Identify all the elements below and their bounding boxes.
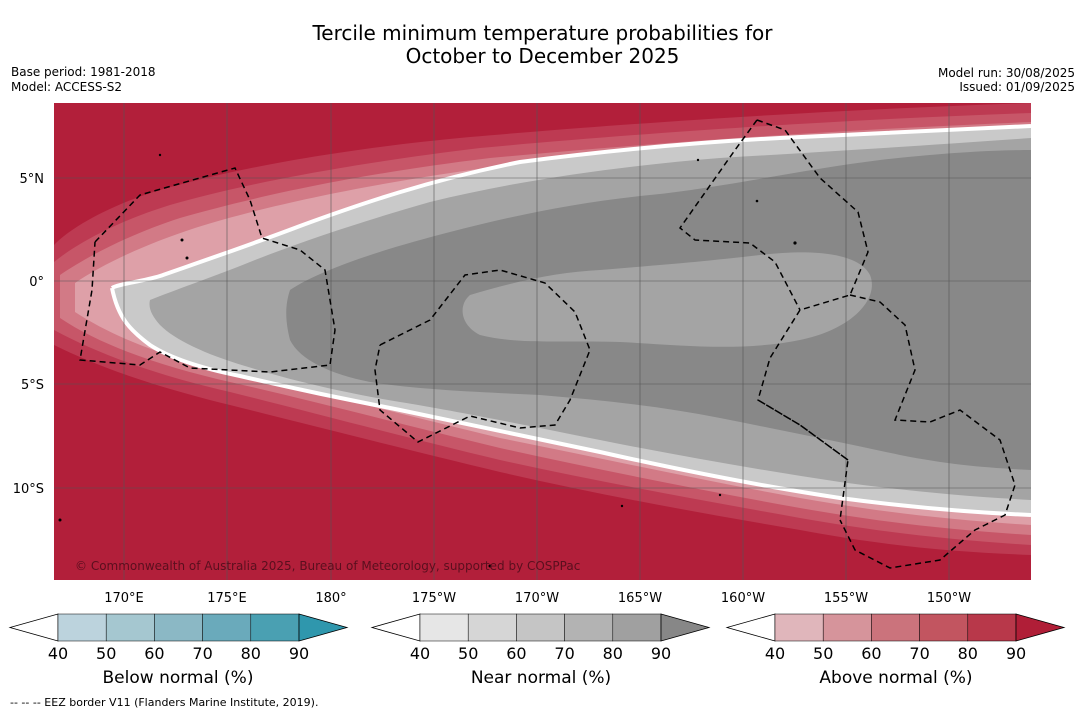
latitude-label: 5°N — [20, 172, 45, 187]
issued-date-text: Issued: 01/09/2025 — [959, 80, 1075, 94]
below-normal-legend-title: Below normal (%) — [102, 668, 254, 688]
colorbar-tick-label: 60 — [861, 644, 881, 663]
colorbar-low-extension — [725, 613, 776, 642]
eez-border-kiribati-phoenix — [374, 269, 591, 443]
eez-border-line-islands-south — [839, 294, 1016, 569]
island-marker — [696, 158, 700, 162]
colorbar-tick-label: 80 — [241, 644, 261, 663]
colorbar-tick-label: 40 — [765, 644, 785, 663]
colorbar-segment — [154, 613, 203, 642]
colorbar-segment — [467, 613, 517, 642]
colorbar-tick-label: 40 — [48, 644, 68, 663]
island-marker — [180, 238, 184, 242]
colorbar-segment — [516, 613, 565, 642]
island-marker — [158, 153, 162, 157]
eez-border-line-islands-north — [678, 119, 869, 521]
colorbar-tick-label: 90 — [289, 644, 309, 663]
colorbar-segment — [202, 613, 252, 642]
island-marker — [58, 518, 62, 522]
colorbar-tick-label: 90 — [651, 644, 671, 663]
colorbar-tick-label: 50 — [813, 644, 833, 663]
colorbar-high-extension — [1015, 613, 1066, 642]
eez-borders — [79, 119, 1016, 569]
latitude-label: 0° — [29, 275, 44, 290]
eez-border-footnote: -- -- -- EEZ border V11 (Flanders Marine… — [10, 696, 319, 709]
island-marker — [185, 256, 189, 260]
colorbar-legends: 40 50 60 70 80 90 40 50 60 70 80 90 40 50 60 70 80 90 — [8, 613, 1066, 663]
colorbar-segment — [250, 613, 300, 642]
above-normal-colorbar: 40 50 60 70 80 90 — [725, 613, 1066, 663]
island-marker — [488, 564, 492, 568]
colorbar-tick-label: 80 — [958, 644, 978, 663]
latitude-label: 10°S — [13, 482, 44, 497]
longitude-label: 180° — [315, 591, 346, 606]
colorbar-tick-label: 40 — [410, 644, 430, 663]
island-marker — [793, 241, 797, 245]
colorbar-segment — [871, 613, 920, 642]
longitude-label: 175°E — [207, 591, 247, 606]
map-panel: © Commonwealth of Australia 2025, Bureau… — [54, 103, 1031, 580]
colorbar-high-extension — [298, 613, 349, 642]
map-title-line-1: Tercile minimum temperature probabilitie… — [312, 21, 773, 45]
above-normal-legend-title: Above normal (%) — [819, 668, 973, 688]
island-marker — [620, 504, 624, 508]
colorbar-segment — [967, 613, 1017, 642]
colorbar-tick-label: 70 — [192, 644, 212, 663]
colorbar-segment — [564, 613, 614, 642]
colorbar-tick-label: 50 — [458, 644, 478, 663]
colorbar-segment — [419, 613, 469, 642]
colorbar-segment — [919, 613, 969, 642]
longitude-label: 150°W — [927, 591, 971, 606]
longitude-label: 165°W — [618, 591, 662, 606]
colorbar-tick-label: 80 — [603, 644, 623, 663]
model-run-text: Model run: 30/08/2025 — [937, 66, 1075, 80]
island-marker — [755, 199, 759, 203]
map-title-line-2: October to December 2025 — [405, 44, 680, 68]
longitude-labels: 170°E 175°E 180° 175°W 170°W 165°W 160°W 155°W 1… — [104, 591, 971, 606]
colorbar-tick-label: 60 — [506, 644, 526, 663]
near-normal-60-patch — [462, 252, 872, 347]
colorbar-tick-label: 70 — [554, 644, 574, 663]
below-normal-colorbar: 40 50 60 70 80 90 — [8, 613, 349, 663]
graticule — [54, 103, 1031, 580]
white-boundary-line — [110, 124, 1031, 517]
longitude-label: 160°W — [721, 591, 765, 606]
base-period-text: Base period: 1981-2018 — [11, 65, 156, 79]
near-normal-colorbar: 40 50 60 70 80 90 — [370, 613, 711, 663]
longitude-label: 155°W — [824, 591, 868, 606]
colorbar-segment — [105, 613, 155, 642]
colorbar-segment — [57, 613, 107, 642]
eez-border-kiribati-gilberts — [79, 167, 336, 373]
colorbar-segment — [822, 613, 872, 642]
latitude-labels: 5°N 0° 5°S 10°S — [13, 172, 44, 497]
longitude-label: 170°E — [104, 591, 144, 606]
colorbar-tick-label: 60 — [144, 644, 164, 663]
copyright-notice: © Commonwealth of Australia 2025, Bureau… — [75, 559, 580, 573]
colorbar-tick-label: 70 — [909, 644, 929, 663]
colorbar-low-extension — [370, 613, 421, 642]
colorbar-tick-label: 50 — [96, 644, 116, 663]
colorbar-tick-label: 90 — [1006, 644, 1026, 663]
colorbar-low-extension — [8, 613, 59, 642]
longitude-label: 170°W — [515, 591, 559, 606]
near-normal-legend-title: Near normal (%) — [470, 668, 612, 688]
latitude-label: 5°S — [21, 378, 44, 393]
colorbar-segment — [774, 613, 824, 642]
colorbar-high-extension — [660, 613, 711, 642]
island-marker — [718, 493, 722, 497]
island-markers — [58, 153, 797, 568]
longitude-label: 175°W — [412, 591, 456, 606]
colorbar-segment — [612, 613, 662, 642]
model-name-text: Model: ACCESS-S2 — [11, 80, 123, 94]
